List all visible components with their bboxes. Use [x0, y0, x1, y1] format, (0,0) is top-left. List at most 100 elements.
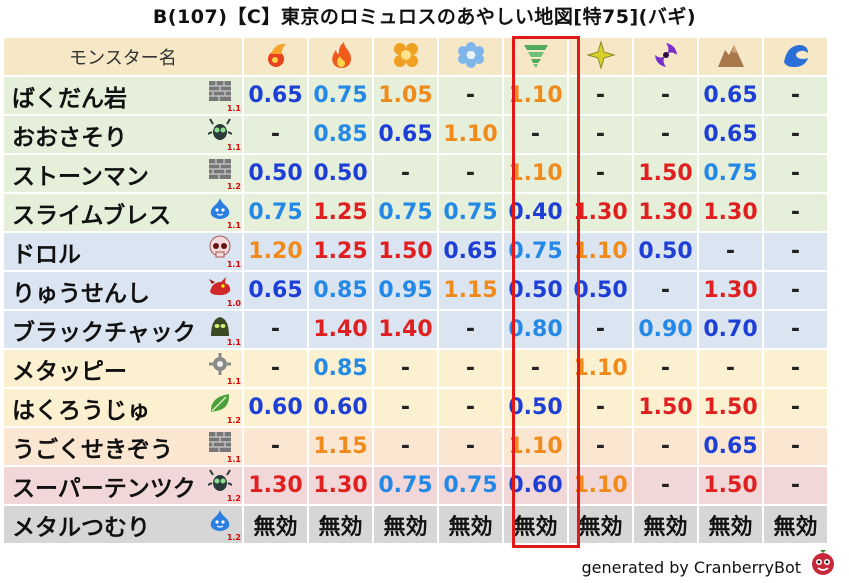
resistance-value: -: [634, 272, 697, 309]
resistance-value: 1.10: [504, 77, 567, 114]
gear-icon: [209, 353, 231, 375]
resistance-value: 1.30: [244, 467, 307, 504]
resistance-value: 0.60: [504, 467, 567, 504]
version-label: 1.0: [226, 299, 241, 308]
table-row: スライムブレス 1.1 0.75 1.25 0.75 0.75 0.40 1.30 1.30 1.…: [4, 194, 827, 231]
resistance-value: 1.30: [634, 194, 697, 231]
monster-name: メタルつむり: [12, 514, 150, 541]
version-label: 1.1: [226, 104, 241, 113]
resistance-value: -: [764, 155, 827, 192]
resistance-value: 0.65: [244, 272, 307, 309]
version-label: 1.1: [226, 455, 241, 464]
monster-name-cell: ストーンマン 1.2: [4, 155, 242, 192]
resistance-value: -: [764, 311, 827, 348]
resistance-value: 0.50: [244, 155, 307, 192]
resistance-value: -: [764, 77, 827, 114]
slime-icon: [210, 198, 230, 219]
table-row: ドロル 1.1 1.20 1.25 1.50 0.65 0.75 1.10 0.50- -: [4, 233, 827, 270]
element-header-3: [439, 38, 502, 75]
resistance-value: 1.10: [504, 428, 567, 465]
resistance-value: 0.75: [439, 467, 502, 504]
resistance-value: -: [439, 77, 502, 114]
resistance-value: -: [764, 350, 827, 387]
resistance-value: 1.50: [699, 389, 762, 426]
table-row: ばくだん岩 1.1 0.65 0.75 1.05-1.10- -0.65-: [4, 77, 827, 114]
resistance-value: 1.30: [569, 194, 632, 231]
resistance-value: 1.50: [634, 155, 697, 192]
resistance-value: 0.50: [309, 155, 372, 192]
resistance-value: -: [699, 350, 762, 387]
resistance-value: 0.75: [439, 194, 502, 231]
version-label: 1.1: [226, 221, 241, 230]
brick-wall-icon: [209, 81, 231, 101]
resistance-value: 無効: [374, 506, 437, 543]
monster-name-cell: ブラックチャック 1.1: [4, 311, 242, 348]
resistance-value: 0.75: [244, 194, 307, 231]
resistance-value: 1.10: [569, 350, 632, 387]
resistance-value: -: [764, 272, 827, 309]
resistance-value: -: [764, 428, 827, 465]
version-label: 1.1: [226, 143, 241, 152]
monster-name-cell: スライムブレス 1.1: [4, 194, 242, 231]
resistance-value: 1.40: [374, 311, 437, 348]
resistance-value: 0.65: [699, 77, 762, 114]
monster-name-cell: はくろうじゅ 1.2: [4, 389, 242, 426]
resistance-value: 0.70: [699, 311, 762, 348]
resistance-value: -: [634, 116, 697, 153]
resistance-value: 0.65: [244, 77, 307, 114]
resistance-value: 無効: [634, 506, 697, 543]
resistance-value: 1.30: [699, 194, 762, 231]
resistance-value: 0.80: [504, 311, 567, 348]
monster-name: りゅうせんし: [12, 280, 150, 307]
resistance-value: 1.40: [309, 311, 372, 348]
resistance-value: -: [244, 428, 307, 465]
monster-name: うごくせきぞう: [12, 436, 173, 463]
resistance-value: 0.85: [309, 272, 372, 309]
table-row: メタルつむり 1.2 無効 無効 無効 無効 無効 無効 無効 無効 無効: [4, 506, 827, 543]
element-header-4: [504, 38, 567, 75]
monster-name-cell: ばくだん岩 1.1: [4, 77, 242, 114]
resistance-value: 0.65: [439, 233, 502, 270]
skull-icon: [209, 235, 231, 258]
resistance-value: 1.50: [374, 233, 437, 270]
resistance-value: 1.25: [309, 194, 372, 231]
resistance-value: -: [439, 350, 502, 387]
resistance-value: 0.60: [244, 389, 307, 426]
monster-name-cell: メタルつむり 1.2: [4, 506, 242, 543]
element-header-6: [634, 38, 697, 75]
resistance-value: 0.65: [699, 428, 762, 465]
resistance-value: -: [634, 350, 697, 387]
lightning-icon: [585, 39, 616, 70]
resistance-value: 1.30: [309, 467, 372, 504]
rock-icon: [717, 44, 744, 67]
monster-name: ブラックチャック: [12, 319, 196, 346]
resistance-value: 無効: [244, 506, 307, 543]
table-row: ブラックチャック 1.1-1.40 1.40-0.80-0.90 0.70-: [4, 311, 827, 348]
version-label: 1.2: [226, 494, 241, 503]
monster-name-cell: りゅうせんし 1.0: [4, 272, 242, 309]
monster-name-cell: スーパーテンツク 1.2: [4, 467, 242, 504]
resistance-value: 1.10: [569, 467, 632, 504]
brick-wall-icon: [209, 432, 231, 452]
leaf-icon: [210, 394, 230, 412]
resistance-value: 0.75: [699, 155, 762, 192]
resistance-value: -: [504, 350, 567, 387]
resistance-value: 0.95: [374, 272, 437, 309]
resistance-value: -: [439, 428, 502, 465]
resistance-value: 1.50: [699, 467, 762, 504]
resistance-value: -: [764, 389, 827, 426]
resistance-value: 無効: [764, 506, 827, 543]
ice-flower-icon: [457, 41, 484, 68]
version-label: 1.2: [226, 416, 241, 425]
resistance-value: 0.60: [309, 389, 372, 426]
resistance-value: 1.05: [374, 77, 437, 114]
fire-ball-icon: [267, 43, 286, 67]
resistance-value: -: [439, 155, 502, 192]
resistance-table: モンスター名 ばくだん岩 1.1 0.65 0.75 1.05-1.10- -0.65- お…: [2, 36, 829, 545]
dragon-icon: [209, 277, 231, 296]
resistance-value: 0.90: [634, 311, 697, 348]
element-header-2: [374, 38, 437, 75]
resistance-value: -: [569, 389, 632, 426]
resistance-value: 1.20: [244, 233, 307, 270]
resistance-value: 無効: [439, 506, 502, 543]
